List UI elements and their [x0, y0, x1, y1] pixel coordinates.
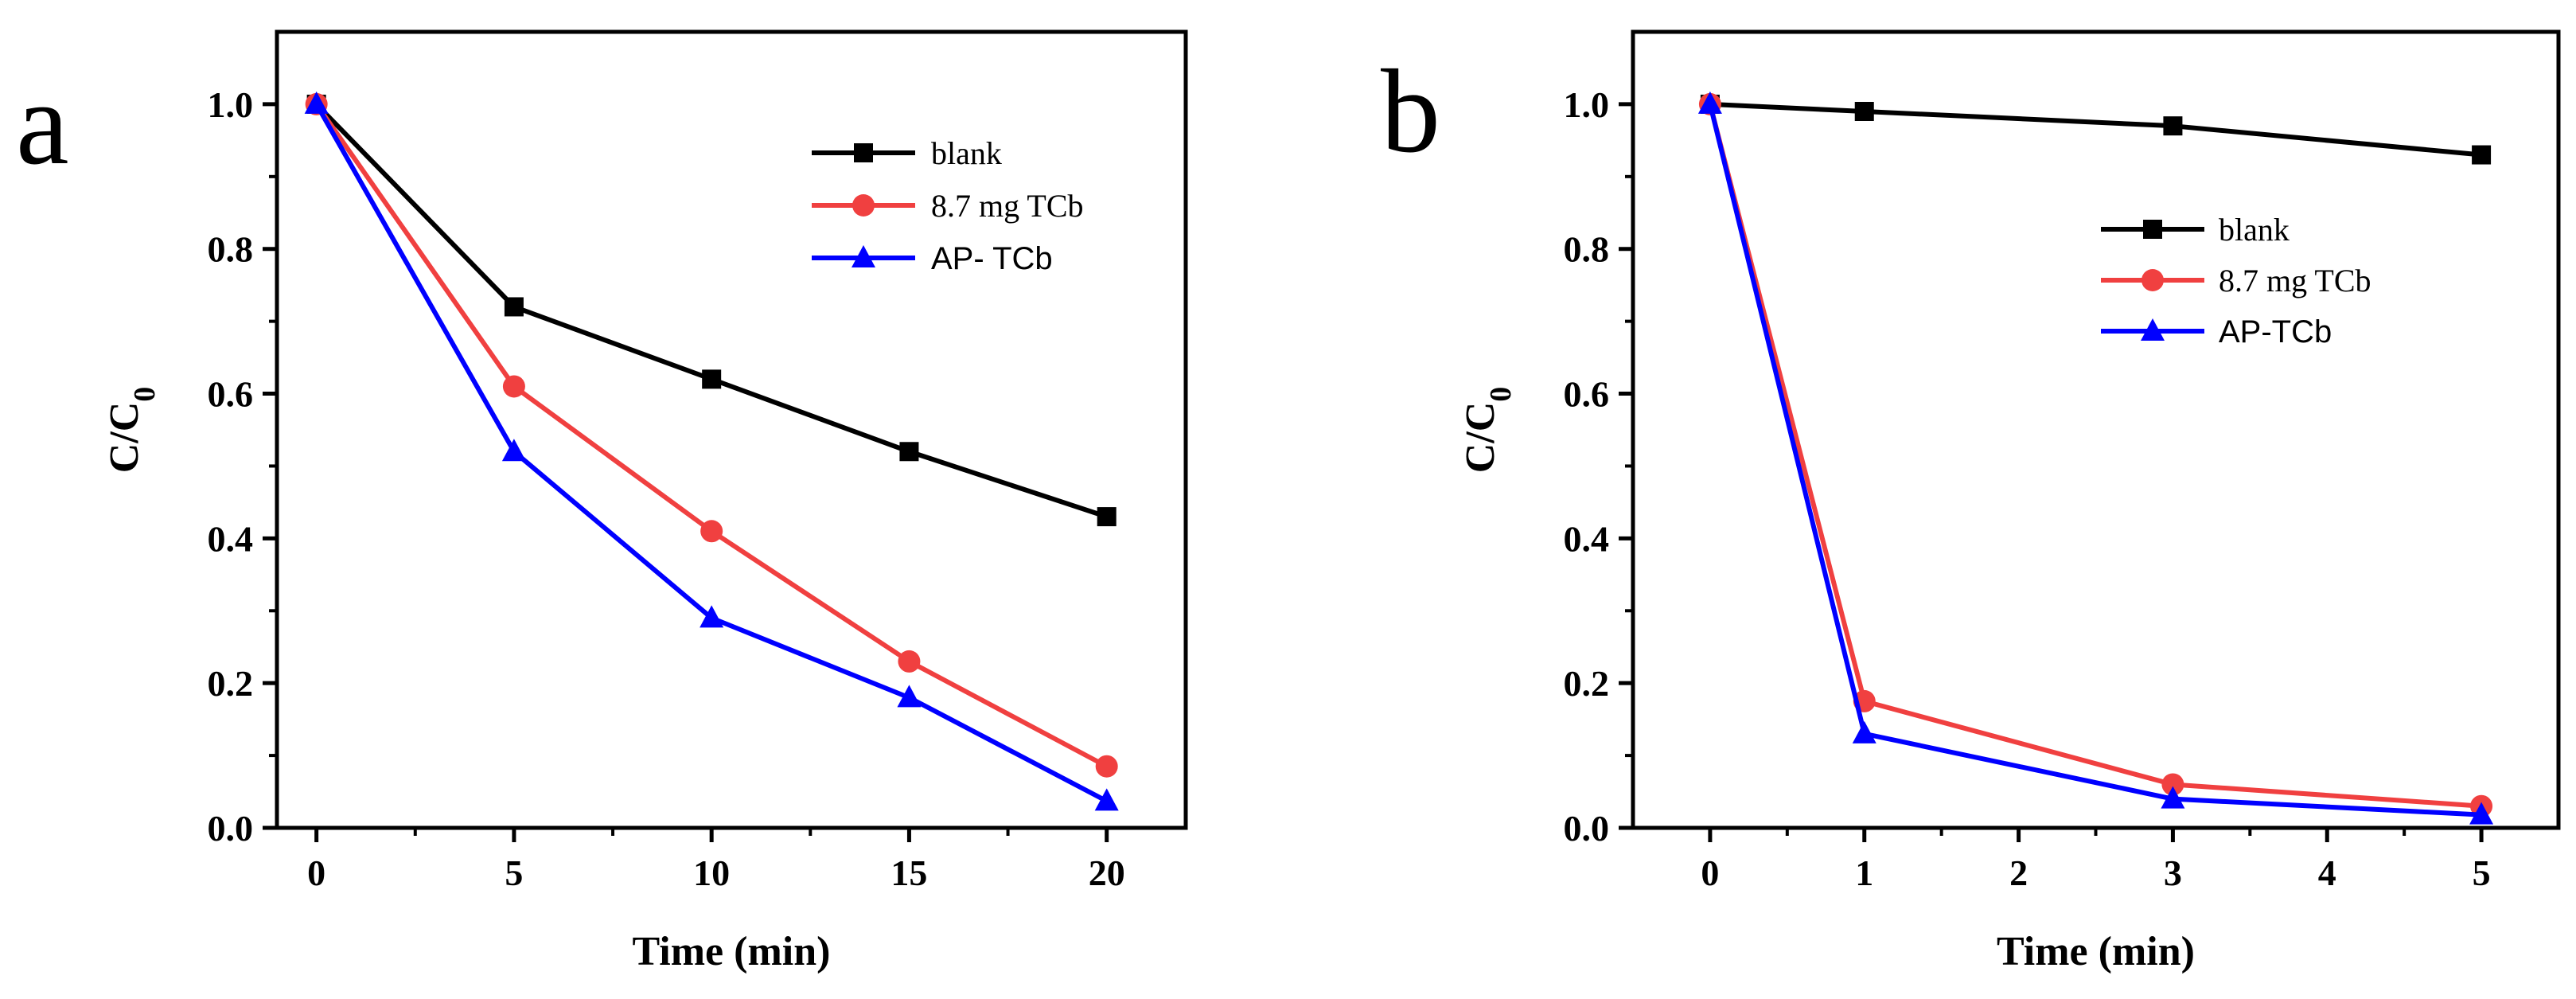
data-point: [898, 650, 921, 673]
legend-label: 8.7 mg TCb: [931, 188, 1084, 224]
legend-label: 8.7 mg TCb: [2219, 263, 2371, 299]
data-point: [501, 439, 526, 462]
data-point: [2161, 786, 2185, 809]
x-tick-label: 0: [307, 853, 325, 893]
x-tick-label: 5: [2473, 853, 2491, 893]
panel-label: b: [1381, 45, 1440, 178]
y-tick-label: 0.8: [208, 229, 254, 270]
y-tick-label: 0.8: [1564, 229, 1610, 270]
x-tick-label: 1: [1855, 853, 1873, 893]
data-point: [897, 685, 922, 708]
y-tick-label: 0.4: [208, 518, 254, 559]
y-tick-label: 1.0: [208, 84, 254, 125]
legend-marker: [852, 245, 875, 267]
x-tick-label: 4: [2318, 853, 2336, 893]
data-point: [2163, 116, 2183, 136]
legend-marker: [2143, 220, 2162, 239]
x-tick-label: 3: [2164, 853, 2182, 893]
data-point: [1854, 102, 1874, 121]
y-axis-title-main: C/C: [1458, 402, 1503, 474]
x-tick-label: 0: [1701, 853, 1719, 893]
legend-marker: [852, 194, 875, 217]
chart-panel-a: a 0.0 0.2 0.4 0.6 0.8 1.0 0 5 10 15 20 Time (min) C/C…: [16, 29, 1188, 974]
y-axis-title: C/C0: [1458, 387, 1518, 474]
y-tick-label: 0.0: [1564, 808, 1610, 849]
y-tick-label: 1.0: [1564, 84, 1610, 125]
legend-label: AP- TCb: [931, 241, 1053, 276]
y-tick-label: 0.6: [1564, 374, 1610, 415]
y-axis-title-subscript: 0: [1484, 387, 1518, 402]
legend-label: blank: [931, 135, 1002, 171]
data-point: [899, 442, 919, 462]
data-point: [504, 297, 524, 317]
y-axis-title-main: C/C: [102, 402, 147, 474]
y-tick-label: 0.4: [1564, 518, 1610, 559]
legend-marker: [2141, 318, 2165, 341]
legend-marker: [854, 143, 873, 162]
legend-label: AP-TCb: [2219, 314, 2332, 349]
y-tick-label: 0.2: [1564, 663, 1610, 704]
x-axis-title: Time (min): [633, 929, 831, 974]
data-point: [304, 91, 329, 114]
series-line: [1709, 101, 2482, 158]
x-tick-label: 20: [1089, 853, 1125, 893]
data-point: [2161, 773, 2184, 796]
series-line: [1708, 103, 2482, 818]
legend-marker: [2141, 269, 2164, 291]
data-point: [700, 605, 724, 628]
x-axis-title: Time (min): [1997, 929, 2195, 974]
data-point: [502, 375, 525, 398]
data-point: [1697, 91, 1722, 114]
legend-label: blank: [2219, 212, 2290, 248]
panel-label: a: [16, 57, 69, 189]
data-point: [2469, 802, 2494, 825]
y-tick-label: 0.0: [208, 808, 254, 849]
y-axis-title-subscript: 0: [128, 387, 162, 402]
data-point: [1852, 720, 1876, 743]
y-axis-title: C/C0: [102, 387, 162, 474]
x-tick-label: 15: [890, 853, 927, 893]
x-tick-label: 5: [505, 853, 523, 893]
x-tick-label: 2: [2009, 853, 2028, 893]
x-tick-label: 10: [693, 853, 730, 893]
data-point: [702, 369, 722, 389]
data-point: [2472, 145, 2492, 165]
data-point: [1094, 788, 1119, 811]
data-point: [700, 520, 723, 543]
y-tick-label: 0.6: [208, 374, 254, 415]
data-point: [1095, 755, 1118, 778]
series-line: [1708, 103, 2482, 809]
plot-frame: [275, 29, 1188, 830]
data-point: [1097, 507, 1117, 527]
y-tick-label: 0.2: [208, 663, 254, 704]
